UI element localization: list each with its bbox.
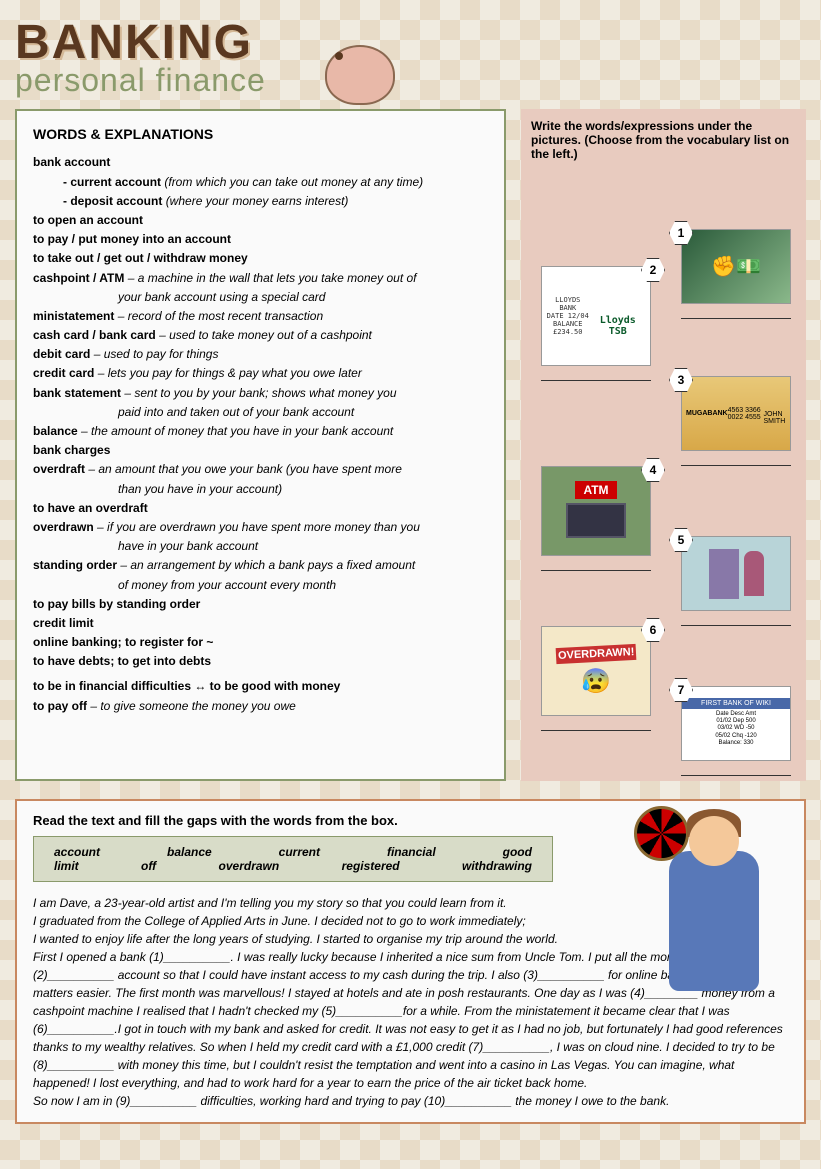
picture-instruction: Write the words/expressions under the pi… [531, 119, 796, 161]
vocab-entry: to open an account [33, 211, 488, 230]
vocab-entry: than you have in your account) [33, 480, 488, 499]
answer-line[interactable] [541, 719, 651, 731]
piggy-icon [325, 45, 395, 105]
vocab-entry: balance – the amount of money that you h… [33, 422, 488, 441]
picture-item-1: 1✊💵 [681, 229, 791, 319]
answer-line[interactable] [541, 559, 651, 571]
wordbank-word: overdrawn [219, 859, 280, 873]
answer-line[interactable] [681, 614, 791, 626]
picture-image [681, 536, 791, 611]
picture-image: FIRST BANK OF WIKIDate Desc Amt01/02 Dep… [681, 686, 791, 761]
vocab-entry: ministatement – record of the most recen… [33, 307, 488, 326]
picture-exercise: Write the words/expressions under the pi… [521, 109, 806, 781]
vocab-entry: overdraft – an amount that you owe your … [33, 460, 488, 479]
picture-item-7: 7FIRST BANK OF WIKIDate Desc Amt01/02 De… [681, 686, 791, 776]
wordbank-word: good [503, 845, 532, 859]
vocabulary-box: WORDS & EXPLANATIONS bank account - curr… [15, 109, 506, 781]
answer-line[interactable] [681, 764, 791, 776]
picture-image: ATM [541, 466, 651, 556]
vocab-heading: WORDS & EXPLANATIONS [33, 123, 488, 145]
vocab-entry: cash card / bank card – used to take mon… [33, 326, 488, 345]
vocab-entry: credit limit [33, 614, 488, 633]
word-bank: account balance current financial good limit… [33, 836, 553, 882]
answer-line[interactable] [541, 369, 651, 381]
wordbank-word: off [141, 859, 156, 873]
picture-item-5: 5 [681, 536, 791, 626]
vocab-entry: your bank account using a special card [33, 288, 488, 307]
subtitle: personal finance [15, 62, 806, 99]
picture-item-2: 2LLOYDS BANKDATE 12/04BALANCE£234.50Lloy… [541, 266, 651, 381]
vocab-entry: - deposit account (where your money earn… [33, 192, 488, 211]
picture-image: MUGABANK4563 3366 0022 4555JOHN SMITH [681, 376, 791, 451]
vocab-entry: to have an overdraft [33, 499, 488, 518]
vocab-list: bank account - current account (from whi… [33, 153, 488, 715]
vocab-entry: paid into and taken out of your bank acc… [33, 403, 488, 422]
answer-line[interactable] [681, 307, 791, 319]
vocab-entry: overdrawn – if you are overdrawn you hav… [33, 518, 488, 537]
wordbank-word: current [279, 845, 320, 859]
vocab-entry: online banking; to register for ~ [33, 633, 488, 652]
wordbank-word: withdrawing [462, 859, 532, 873]
title-area: BANKING personal finance [15, 15, 806, 99]
vocab-entry: credit card – lets you pay for things & … [33, 364, 488, 383]
vocab-entry: have in your bank account [33, 537, 488, 556]
picture-image: LLOYDS BANKDATE 12/04BALANCE£234.50Lloyd… [541, 266, 651, 366]
vocab-entry: of money from your account every month [33, 576, 488, 595]
gap-fill-exercise: Read the text and fill the gaps with the… [15, 799, 806, 1124]
wordbank-word: balance [167, 845, 212, 859]
vocab-entry: cashpoint / ATM – a machine in the wall … [33, 269, 488, 288]
picture-image: ✊💵 [681, 229, 791, 304]
vocab-entry: standing order – an arrangement by which… [33, 556, 488, 575]
picture-item-4: 4ATM [541, 466, 651, 571]
vocab-entry: to pay / put money into an account [33, 230, 488, 249]
vocab-entry: - current account (from which you can ta… [33, 173, 488, 192]
vocab-entry: to pay bills by standing order [33, 595, 488, 614]
wordbank-word: account [54, 845, 100, 859]
wordbank-word: registered [342, 859, 400, 873]
picture-item-3: 3MUGABANK4563 3366 0022 4555JOHN SMITH [681, 376, 791, 466]
vocab-entry: bank account [33, 153, 488, 172]
vocab-entry: to have debts; to get into debts [33, 652, 488, 671]
vocab-entry: to take out / get out / withdraw money [33, 249, 488, 268]
wordbank-word: limit [54, 859, 79, 873]
vocab-entry: debit card – used to pay for things [33, 345, 488, 364]
character-illustration [644, 811, 784, 991]
wordbank-word: financial [387, 845, 436, 859]
picture-image: OVERDRAWN!😰 [541, 626, 651, 716]
vocab-entry: bank statement – sent to you by your ban… [33, 384, 488, 403]
picture-item-6: 6OVERDRAWN!😰 [541, 626, 651, 731]
vocab-entry: to be in financial difficulties ↔ to be … [33, 677, 488, 696]
answer-line[interactable] [681, 454, 791, 466]
vocab-entry: to pay off – to give someone the money y… [33, 697, 488, 716]
vocab-entry: bank charges [33, 441, 488, 460]
